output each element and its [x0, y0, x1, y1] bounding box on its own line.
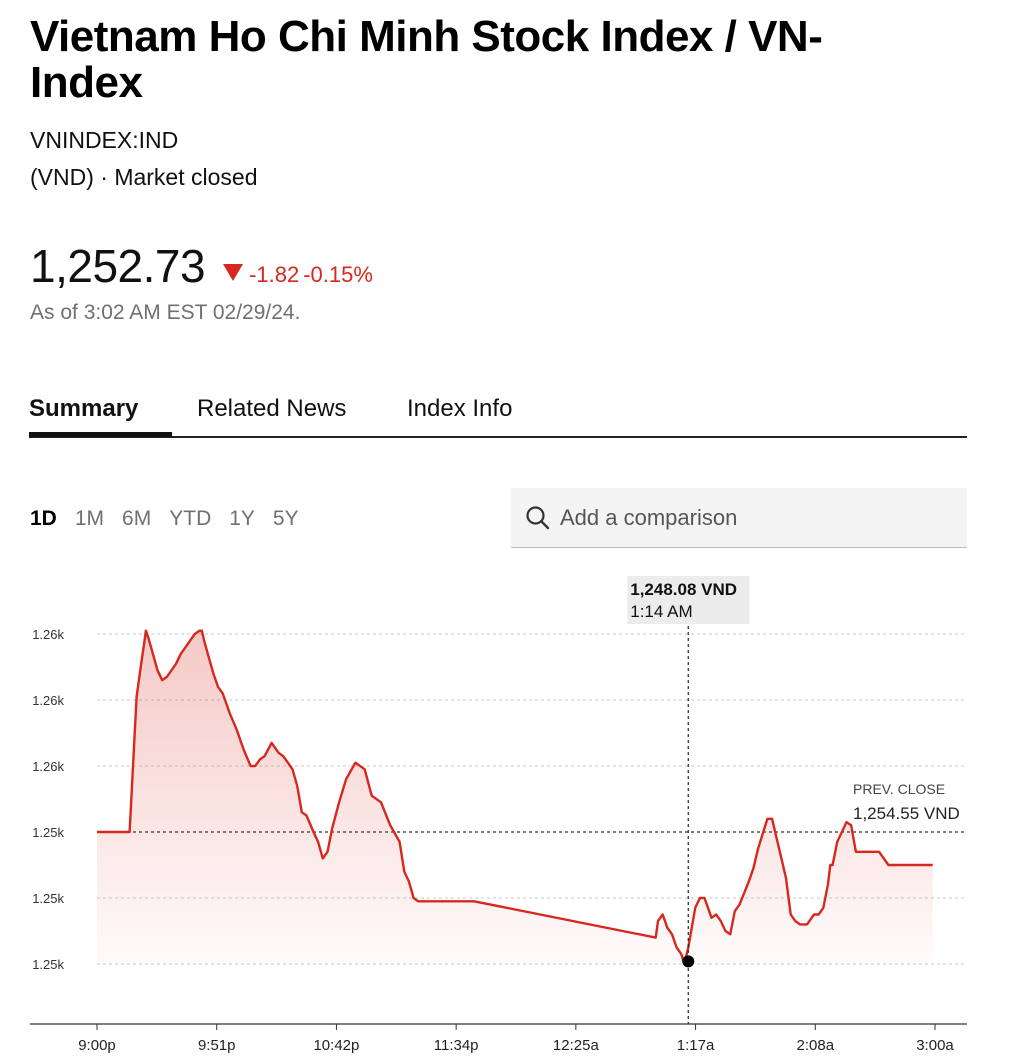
x-tick-label: 11:34p — [434, 1037, 479, 1054]
y-tick-label: 1.25k — [32, 825, 64, 840]
crosshair-value: 1,248.08 VND — [630, 580, 737, 599]
y-tick-label: 1.25k — [32, 957, 64, 972]
comparison-input[interactable] — [560, 504, 940, 531]
active-tab-indicator — [29, 432, 172, 437]
crosshair-time: 1:14 AM — [630, 602, 692, 621]
range-6m[interactable]: 6M — [122, 507, 152, 530]
price-change: -1.82 -0.15% — [223, 262, 377, 288]
x-tick-label: 10:42p — [313, 1037, 359, 1054]
down-triangle-icon — [223, 264, 244, 281]
tab-index-info[interactable]: Index Info — [407, 395, 513, 422]
as-of-timestamp: As of 3:02 AM EST 02/29/24. — [30, 301, 301, 324]
crosshair-tooltip — [627, 576, 750, 624]
change-percent: -0.15% — [303, 262, 373, 287]
range-selector: 1D 1M 6M YTD 1Y 5Y — [30, 506, 317, 532]
x-tick-label: 3:00a — [916, 1037, 954, 1054]
comparison-search[interactable] — [511, 488, 967, 548]
x-tick-label: 1:17a — [677, 1037, 715, 1054]
crosshair-point — [682, 955, 695, 968]
tab-related-news[interactable]: Related News — [197, 395, 347, 422]
y-tick-label: 1.26k — [32, 759, 64, 774]
page-title: Vietnam Ho Chi Minh Stock Index / VN-Ind… — [30, 12, 823, 107]
y-tick-label: 1.26k — [32, 693, 64, 708]
series-line — [97, 629, 933, 963]
range-1m[interactable]: 1M — [74, 507, 105, 530]
tab-summary[interactable]: Summary — [29, 395, 139, 422]
x-tick-label: 2:08a — [797, 1037, 835, 1054]
range-5y[interactable]: 5Y — [272, 507, 299, 530]
x-tick-label: 9:51p — [198, 1037, 236, 1054]
x-tick-label: 12:25a — [553, 1037, 600, 1054]
prev-close-label: PREV. CLOSE — [853, 781, 945, 797]
prev-close-value: 1,254.55 VND — [853, 804, 960, 823]
current-price: 1,252.73 — [30, 240, 206, 292]
ticker-symbol: VNINDEX:IND — [30, 127, 179, 153]
series-area — [97, 630, 933, 964]
y-tick-label: 1.25k — [32, 891, 64, 906]
tab-bar: Summary Related News Index Info — [29, 390, 967, 438]
search-icon — [526, 505, 550, 529]
change-value: -1.82 — [249, 262, 300, 287]
market-status: (VND) · Market closed — [30, 164, 258, 190]
range-1y[interactable]: 1Y — [229, 507, 255, 530]
quote-row: 1,252.73 -1.82 -0.15% — [30, 240, 377, 292]
x-tick-label: 9:00p — [78, 1037, 116, 1054]
range-1d[interactable]: 1D — [30, 507, 57, 530]
y-tick-label: 1.26k — [32, 627, 64, 642]
range-ytd[interactable]: YTD — [169, 507, 212, 530]
price-chart: 1.26k 1.26k 1.26k 1.25k 1.25k 1.25k PREV. CLOS… — [30, 576, 967, 1054]
